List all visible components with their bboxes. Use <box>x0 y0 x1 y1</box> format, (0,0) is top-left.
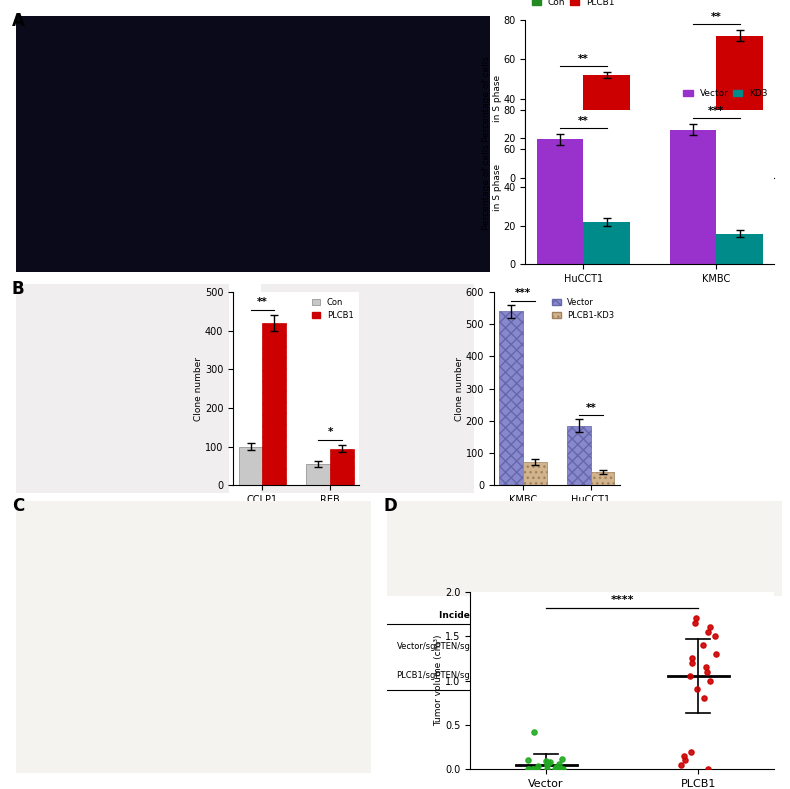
Point <box>690 612 703 625</box>
Text: **: ** <box>711 12 722 21</box>
Bar <box>591 472 615 485</box>
Point <box>679 754 691 767</box>
Point <box>675 758 687 771</box>
Text: **: ** <box>257 297 268 308</box>
Y-axis label: Percentage of cells
in S phase: Percentage of cells in S phase <box>483 144 502 230</box>
Text: **: ** <box>577 54 589 64</box>
Text: Vector/sgPTEN/sgP53: Vector/sgPTEN/sgP53 <box>397 641 486 651</box>
Bar <box>536 140 583 264</box>
Text: ***: *** <box>709 107 724 116</box>
Point <box>548 763 561 776</box>
Text: B: B <box>12 280 24 298</box>
Y-axis label: Percentage of cells
in S phase: Percentage of cells in S phase <box>483 56 502 141</box>
Bar <box>670 128 717 178</box>
Point <box>526 763 539 776</box>
Text: C: C <box>12 497 24 515</box>
Point <box>701 665 713 678</box>
Bar <box>499 311 523 485</box>
Bar <box>330 448 354 485</box>
Text: A: A <box>12 12 24 30</box>
Bar <box>523 462 547 485</box>
Legend: Con, PLCB1: Con, PLCB1 <box>310 296 356 322</box>
Point <box>686 652 698 664</box>
Point <box>686 656 698 669</box>
Bar <box>307 464 330 485</box>
Bar <box>717 36 763 178</box>
Point <box>540 758 553 771</box>
Y-axis label: Clone number: Clone number <box>194 357 204 421</box>
Point <box>688 616 701 629</box>
Point <box>550 761 562 773</box>
Point <box>521 754 534 767</box>
Point <box>523 763 536 776</box>
Point <box>709 630 721 642</box>
Point <box>528 726 540 739</box>
Text: ****: **** <box>611 595 634 605</box>
Legend: Vector, KD3: Vector, KD3 <box>682 88 769 100</box>
Bar <box>583 222 630 264</box>
Point <box>702 626 714 638</box>
Point <box>556 753 569 765</box>
Text: **: ** <box>585 402 596 413</box>
Text: 9/20: 9/20 <box>548 671 567 680</box>
Point <box>685 745 698 757</box>
Text: Incidence of CCA: Incidence of CCA <box>439 611 525 620</box>
Bar <box>536 151 583 178</box>
Text: *: * <box>327 427 333 437</box>
Point <box>684 670 697 682</box>
Bar <box>239 447 262 485</box>
Text: ***: *** <box>515 288 531 298</box>
Point <box>690 683 703 696</box>
Bar <box>717 234 763 264</box>
Legend: Vector, PLCB1-KD3: Vector, PLCB1-KD3 <box>551 296 616 322</box>
Point <box>541 763 554 776</box>
Point <box>553 757 566 770</box>
Point <box>532 759 544 772</box>
Point <box>709 648 722 660</box>
Point <box>531 763 544 776</box>
Point <box>544 756 556 768</box>
Text: 4/20: 4/20 <box>548 641 567 651</box>
Bar <box>670 129 717 264</box>
Y-axis label: Clone number: Clone number <box>455 357 465 421</box>
Text: **: ** <box>577 116 589 125</box>
Point <box>699 661 712 674</box>
Point <box>540 755 552 768</box>
Point <box>542 757 555 769</box>
Y-axis label: Tumor volume (cm³): Tumor volume (cm³) <box>435 635 443 726</box>
Bar <box>583 75 630 178</box>
Point <box>556 763 569 776</box>
Point <box>678 750 690 762</box>
Point <box>697 639 709 652</box>
Text: PLCB1/sgPTEN/sgP53: PLCB1/sgPTEN/sgP53 <box>397 671 486 680</box>
Point <box>698 692 711 705</box>
Legend: Con, PLCB1: Con, PLCB1 <box>530 0 616 9</box>
Point <box>527 763 540 776</box>
Point <box>555 763 567 776</box>
Text: D: D <box>383 497 397 515</box>
Point <box>704 621 717 634</box>
Point <box>522 763 535 776</box>
Bar <box>262 323 286 485</box>
Point <box>702 763 714 776</box>
Bar <box>567 425 591 485</box>
Point <box>555 763 568 776</box>
Point <box>703 674 716 686</box>
